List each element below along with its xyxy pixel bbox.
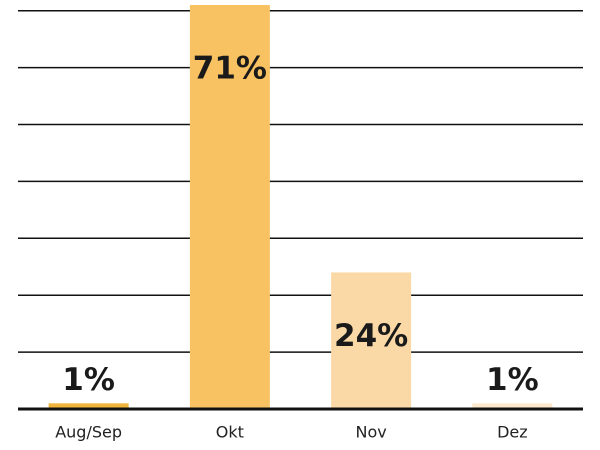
x-tick-label: Okt: [216, 423, 244, 442]
bar: [189, 5, 270, 409]
value-label: 71%: [193, 51, 267, 87]
value-label: 24%: [334, 318, 408, 354]
value-label: 1%: [486, 362, 539, 398]
bar: [48, 403, 129, 409]
x-tick-label: Nov: [356, 423, 387, 442]
x-tick-label: Aug/Sep: [55, 423, 122, 442]
bar: [472, 403, 553, 409]
value-label: 1%: [62, 362, 115, 398]
x-tick-label: Dez: [497, 423, 528, 442]
bar: [331, 272, 412, 409]
